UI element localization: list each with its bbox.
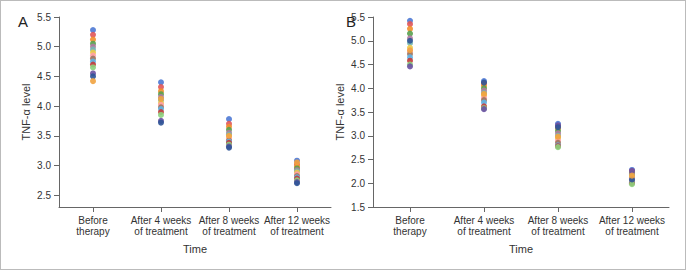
svg-text:B: B [346,13,356,30]
svg-text:therapy: therapy [76,226,109,237]
svg-text:TNF-α level: TNF-α level [20,83,32,140]
svg-text:Before: Before [395,215,425,226]
svg-text:of treatment: of treatment [202,226,256,237]
svg-text:of treatment: of treatment [531,226,585,237]
svg-text:After 4 weeks: After 4 weeks [454,215,515,226]
svg-text:3.0: 3.0 [351,130,365,141]
svg-text:5.5: 5.5 [351,11,365,23]
svg-text:5.5: 5.5 [37,12,51,23]
svg-text:Time: Time [183,243,207,255]
svg-text:After 8 weeks: After 8 weeks [199,215,260,226]
svg-text:TNF-α level: TNF-α level [334,83,346,140]
svg-text:3.5: 3.5 [351,107,365,118]
svg-text:2.5: 2.5 [37,190,51,201]
svg-text:4.0: 4.0 [37,101,51,112]
svg-text:5.0: 5.0 [37,41,51,52]
svg-text:After 8 weeks: After 8 weeks [528,215,589,226]
svg-text:5.0: 5.0 [351,35,365,46]
svg-text:4.5: 4.5 [351,59,365,70]
svg-text:3.5: 3.5 [37,130,51,141]
svg-text:4.0: 4.0 [351,83,365,94]
svg-text:of treatment: of treatment [605,226,659,237]
svg-text:4.5: 4.5 [37,71,51,82]
svg-text:Time: Time [509,243,533,255]
svg-text:After 12 weeks: After 12 weeks [264,215,330,226]
svg-text:3.0: 3.0 [37,160,51,171]
svg-text:of treatment: of treatment [270,226,324,237]
svg-text:of treatment: of treatment [457,226,511,237]
svg-text:2.0: 2.0 [351,178,365,189]
svg-text:therapy: therapy [393,226,426,237]
svg-text:After 4 weeks: After 4 weeks [131,215,192,226]
svg-text:After 12 weeks: After 12 weeks [599,215,665,226]
svg-text:1.5: 1.5 [351,202,365,213]
svg-text:A: A [18,13,28,30]
svg-text:of treatment: of treatment [134,226,188,237]
svg-text:2.5: 2.5 [351,154,365,165]
svg-text:Before: Before [78,215,108,226]
